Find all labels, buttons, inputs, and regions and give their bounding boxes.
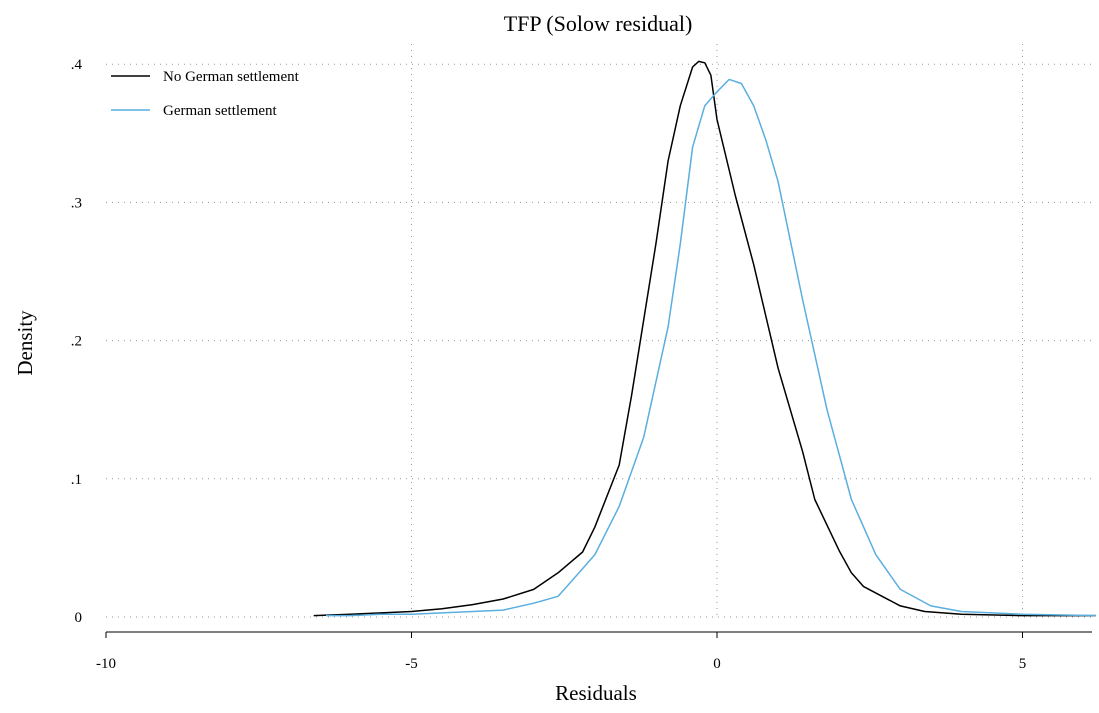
legend-label-german-settlement: German settlement — [163, 103, 278, 119]
y-tick-label: .4 — [71, 57, 83, 73]
x-tick-label: -5 — [405, 656, 418, 672]
y-tick-label: 0 — [75, 610, 83, 626]
series-line-german-settlement — [326, 78, 1096, 617]
y-tick-label: .2 — [71, 334, 82, 350]
x-tick-label: 0 — [713, 656, 721, 672]
series-line-no-german-settlement — [313, 60, 1096, 617]
axes: 0 .1 .2 .3 .4 -10 -5 0 5 — [71, 57, 1092, 672]
y-tick-label: .3 — [71, 195, 82, 211]
x-axis-label: Residuals — [555, 681, 637, 705]
legend: No German settlement German settlement — [111, 69, 300, 119]
y-tick-label: .1 — [71, 472, 82, 488]
gridlines — [106, 44, 1092, 618]
x-tick-label: 5 — [1019, 656, 1027, 672]
chart-title: TFP (Solow residual) — [504, 11, 693, 36]
x-tick-label: -10 — [96, 656, 116, 672]
series-lines — [313, 60, 1096, 617]
y-axis-label: Density — [13, 310, 37, 376]
legend-label-no-german-settlement: No German settlement — [163, 69, 300, 85]
